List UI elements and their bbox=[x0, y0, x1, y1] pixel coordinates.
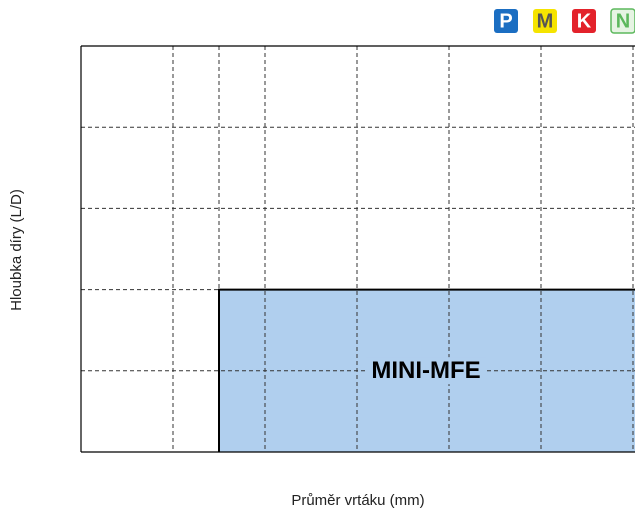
y-axis-label: Hloubka díry (L/D) bbox=[8, 189, 25, 311]
material-label: K bbox=[577, 10, 592, 32]
material-badge bbox=[572, 9, 596, 33]
region-label: MINI-MFE bbox=[371, 357, 480, 384]
material-badge bbox=[610, 8, 635, 34]
region-outline bbox=[218, 288, 635, 452]
region-label-bg bbox=[365, 357, 487, 385]
material-badge bbox=[494, 9, 518, 33]
material-label: N bbox=[616, 10, 630, 32]
material-label: P bbox=[499, 10, 512, 32]
material-label: M bbox=[537, 10, 554, 32]
x-axis-label: Průměr vrtáku (mm) bbox=[291, 492, 424, 509]
material-badge bbox=[533, 9, 557, 33]
